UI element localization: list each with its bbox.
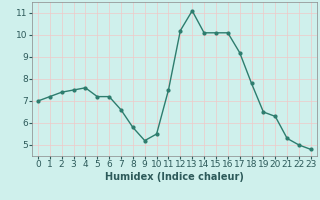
X-axis label: Humidex (Indice chaleur): Humidex (Indice chaleur) <box>105 172 244 182</box>
